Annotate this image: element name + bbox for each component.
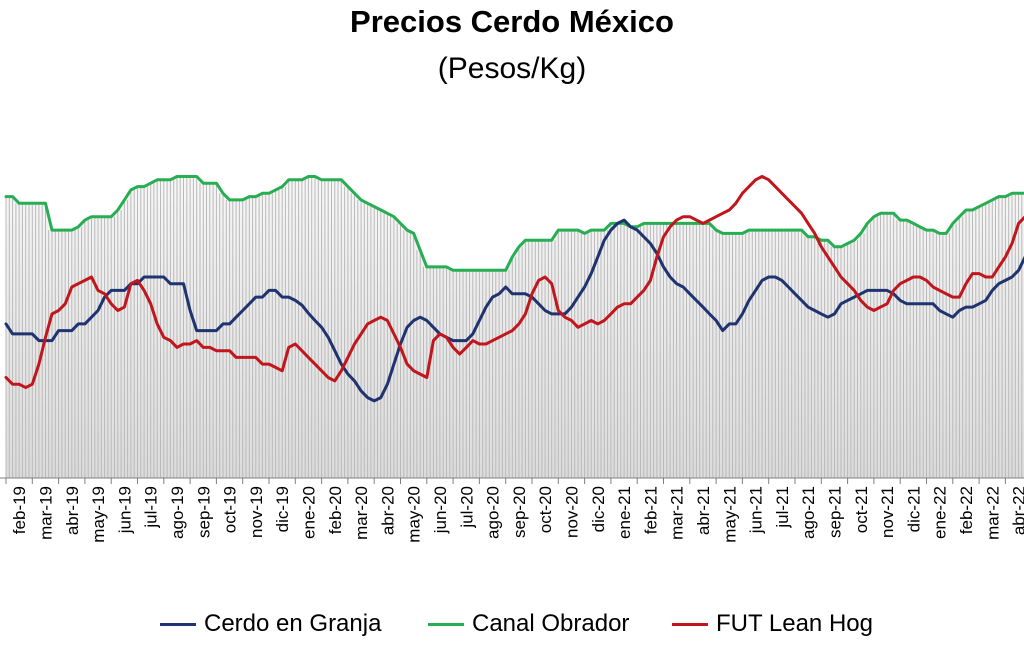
- x-tick-label-jul-20: jul-20: [457, 486, 476, 529]
- x-tick-label-oct-19: oct-19: [221, 486, 240, 533]
- x-tick-label-abr-22: abr-22: [1010, 486, 1024, 535]
- x-tick-label-abr-20: abr-20: [378, 486, 397, 535]
- x-tick-label-sep-21: sep-21: [826, 486, 845, 538]
- x-tick-label-sep-20: sep-20: [510, 486, 529, 538]
- x-tick-label-ago-20: ago-20: [484, 486, 503, 539]
- x-tick-label-ene-22: ene-22: [931, 486, 950, 539]
- x-tick-label-ene-21: ene-21: [615, 486, 634, 539]
- x-tick-label-ene-20: ene-20: [299, 486, 318, 539]
- x-tick-label-nov-19: nov-19: [247, 486, 266, 538]
- x-tick-label-jul-21: jul-21: [773, 486, 792, 529]
- vertical-gridlines: [5, 176, 1023, 478]
- legend-swatch-canal-obrador: [428, 622, 464, 626]
- x-tick-label-mar-19: mar-19: [37, 486, 56, 540]
- x-tick-label-mar-21: mar-21: [668, 486, 687, 540]
- legend-label-fut-lean-hog: FUT Lean Hog: [716, 610, 873, 637]
- x-tick-label-feb-21: feb-21: [641, 486, 660, 534]
- legend: Cerdo en Granja Canal Obrador FUT Lean H…: [0, 607, 1024, 641]
- x-tick-label-dic-21: dic-21: [904, 486, 923, 532]
- x-tick-label-oct-21: oct-21: [852, 486, 871, 533]
- legend-item-fut-lean-hog: FUT Lean Hog: [672, 607, 873, 641]
- series-line-fut-lean-hog: [4, 175, 1024, 390]
- legend-item-canal-obrador: Canal Obrador: [428, 607, 629, 641]
- chart-subtitle: (Pesos/Kg): [437, 52, 587, 85]
- legend-swatch-fut-lean-hog: [672, 622, 708, 626]
- x-tick-label-feb-22: feb-22: [957, 486, 976, 534]
- series-line-cerdo-en-granja: [4, 218, 1024, 403]
- x-tick-label-ago-19: ago-19: [168, 486, 187, 539]
- x-tick-label-jun-19: jun-19: [115, 486, 134, 534]
- x-tick-label-dic-19: dic-19: [273, 486, 292, 532]
- x-tick-label-mar-22: mar-22: [983, 486, 1002, 540]
- x-tick-label-feb-19: feb-19: [10, 486, 29, 534]
- chart-title: Precios Cerdo México: [350, 4, 674, 39]
- x-tick-label-may-21: may-21: [720, 486, 739, 543]
- series-line-canal-obrador: [4, 175, 1024, 272]
- x-tick-label-abr-19: abr-19: [63, 486, 82, 535]
- legend-label-cerdo-en-granja: Cerdo en Granja: [204, 610, 382, 637]
- x-tick-label-may-19: may-19: [89, 486, 108, 543]
- legend-label-canal-obrador: Canal Obrador: [472, 610, 630, 637]
- x-tick-label-jun-20: jun-20: [431, 486, 450, 534]
- x-tick-label-sep-19: sep-19: [194, 486, 213, 538]
- legend-swatch-cerdo-en-granja: [160, 622, 196, 626]
- x-tick-label-oct-20: oct-20: [536, 486, 555, 533]
- x-tick-label-abr-21: abr-21: [694, 486, 713, 535]
- x-tick-label-jun-21: jun-21: [747, 486, 766, 534]
- x-tick-label-jul-19: jul-19: [142, 486, 161, 529]
- line-chart: feb-19 mar-19 abr-19 may-19 jun-19 jul-19 ago-…: [0, 175, 1024, 543]
- x-tick-label-nov-20: nov-20: [563, 486, 582, 538]
- x-tick-label-mar-20: mar-20: [352, 486, 371, 540]
- x-tick-label-dic-20: dic-20: [589, 486, 608, 532]
- x-tick-label-feb-20: feb-20: [326, 486, 345, 534]
- x-tick-label-may-20: may-20: [405, 486, 424, 543]
- x-tick-label-ago-21: ago-21: [799, 486, 818, 539]
- x-tick-label-nov-21: nov-21: [878, 486, 897, 538]
- legend-item-cerdo-en-granja: Cerdo en Granja: [160, 607, 381, 641]
